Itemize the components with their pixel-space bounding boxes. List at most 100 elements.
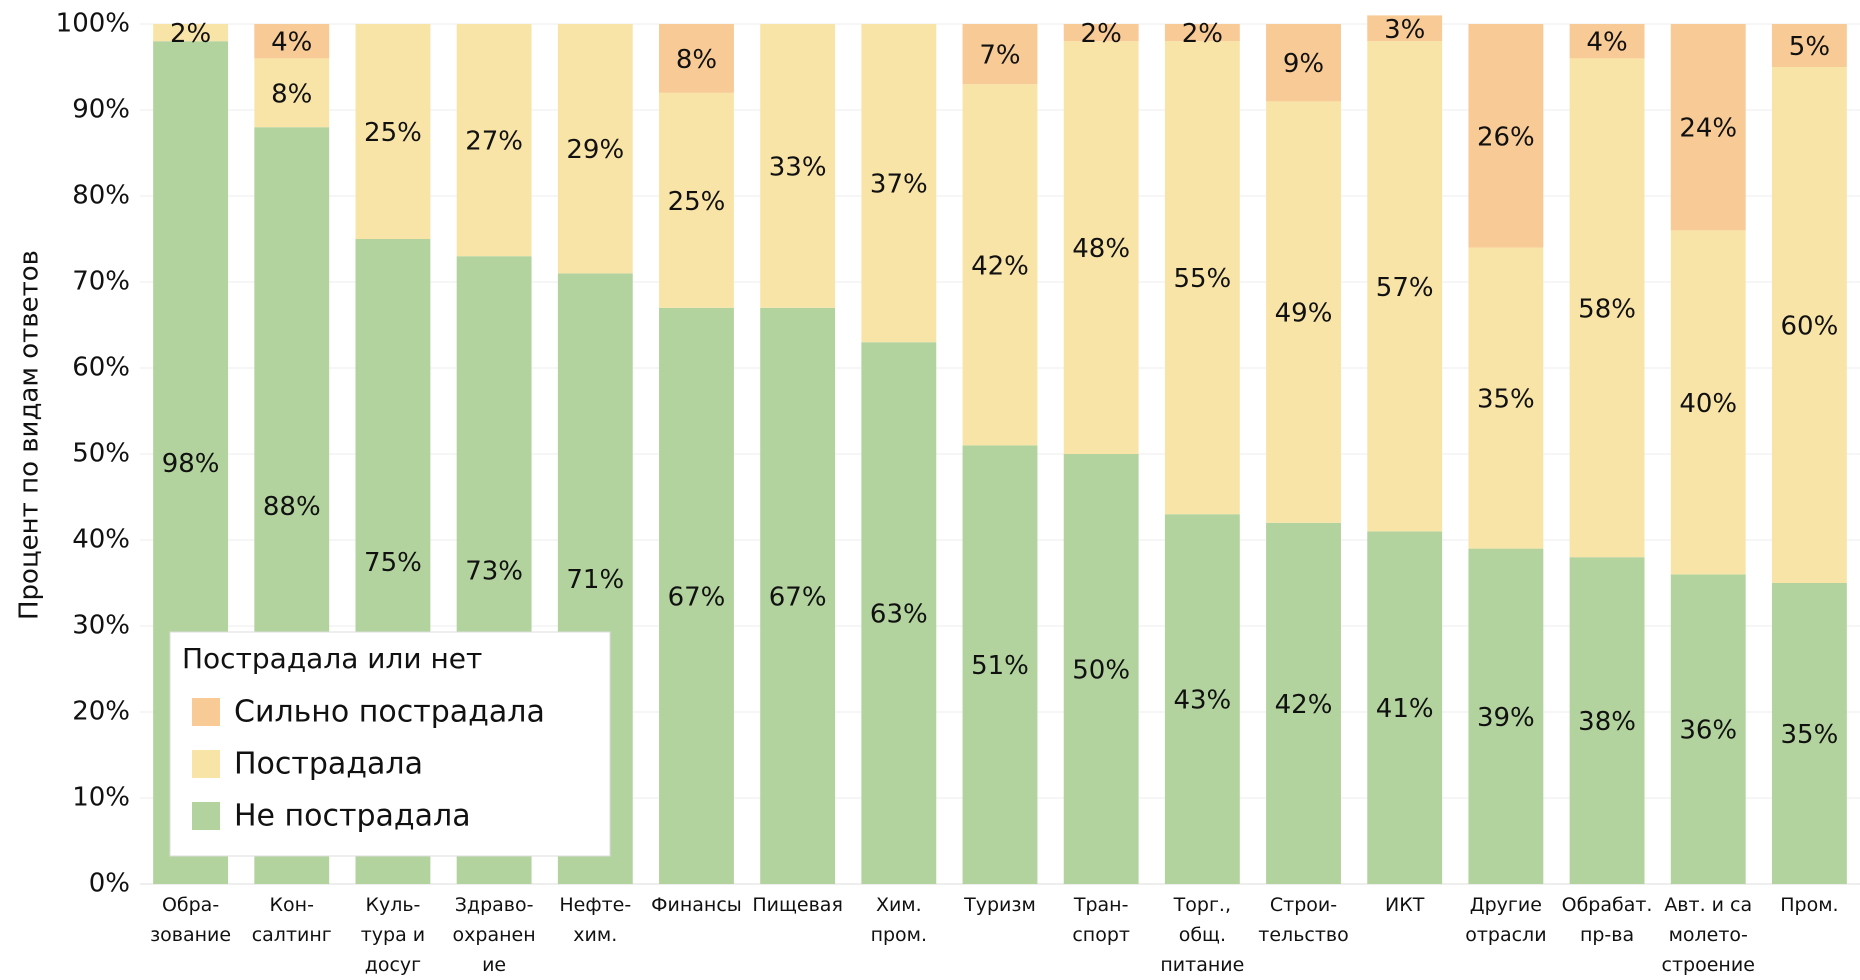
bar-segment xyxy=(1367,41,1443,532)
bar-segment xyxy=(355,24,431,239)
legend: Пострадала или нет Сильно пострадала Постр… xyxy=(169,631,611,857)
y-tick-label: 70% xyxy=(72,267,130,297)
data-label: 98% xyxy=(162,449,220,479)
x-tick-label: Пром. xyxy=(1780,894,1839,916)
legend-box xyxy=(169,631,611,857)
bar-segment xyxy=(254,58,330,128)
y-tick-label: 30% xyxy=(72,611,130,641)
data-label: 5% xyxy=(1789,32,1830,62)
data-label: 36% xyxy=(1679,716,1737,746)
data-label: 42% xyxy=(1275,690,1333,720)
data-label: 42% xyxy=(971,251,1029,281)
bar-segment xyxy=(1063,24,1139,42)
data-label: 8% xyxy=(271,79,312,109)
x-tick-label: Обра- зование xyxy=(150,894,232,946)
y-tick-label: 50% xyxy=(72,439,130,469)
bar-segment xyxy=(659,92,734,308)
y-tick-label: 20% xyxy=(72,697,130,727)
bar-segment xyxy=(1569,24,1645,59)
data-label: 71% xyxy=(566,565,624,595)
x-tick-label: Куль- тура и досуг xyxy=(360,894,426,976)
legend-swatch xyxy=(192,698,220,726)
bar-segment xyxy=(1266,101,1341,523)
data-label: 57% xyxy=(1376,273,1434,303)
x-tick-label: Авт. и са молето- строение xyxy=(1661,894,1755,976)
y-tick-label: 40% xyxy=(72,525,130,555)
data-label: 75% xyxy=(364,548,422,578)
x-tick-label: Туризм xyxy=(964,894,1036,916)
bar-segment xyxy=(1063,454,1139,884)
x-tick-label: ИКТ xyxy=(1385,894,1425,916)
bar-segment xyxy=(1367,531,1443,884)
data-label: 25% xyxy=(668,187,726,217)
data-label: 8% xyxy=(676,45,717,75)
bar-segment xyxy=(1468,548,1544,884)
x-tick-label: Торг., общ. питание xyxy=(1160,894,1245,976)
bar-segment xyxy=(659,24,734,93)
data-label: 58% xyxy=(1578,294,1636,324)
bar-segment xyxy=(254,24,330,59)
data-label: 88% xyxy=(263,492,321,522)
bar-segment xyxy=(760,24,836,308)
legend-swatch xyxy=(192,802,220,830)
data-label: 51% xyxy=(971,651,1029,681)
bar-segment xyxy=(1468,24,1544,248)
y-tick-label: 100% xyxy=(56,9,130,39)
data-label: 49% xyxy=(1275,299,1333,329)
legend-swatch xyxy=(192,750,220,778)
data-label: 9% xyxy=(1283,49,1324,79)
bar-segment xyxy=(456,24,532,257)
data-label: 38% xyxy=(1578,707,1636,737)
y-tick-label: 80% xyxy=(72,181,130,211)
data-label: 29% xyxy=(566,135,624,165)
bar-segment xyxy=(962,84,1038,446)
bar-segment xyxy=(1164,514,1240,884)
data-label: 2% xyxy=(1182,19,1223,49)
bar-segment xyxy=(1771,67,1847,583)
data-label: 39% xyxy=(1477,703,1535,733)
data-label: 2% xyxy=(170,19,211,49)
data-label: 7% xyxy=(979,41,1020,71)
y-tick-label: 0% xyxy=(89,869,130,899)
data-label: 35% xyxy=(1477,385,1535,415)
data-label: 48% xyxy=(1072,234,1130,264)
x-tick-label: Другие отрасли xyxy=(1465,894,1547,946)
legend-label: Сильно пострадала xyxy=(234,695,545,730)
bar-segment xyxy=(1367,15,1443,42)
data-label: 40% xyxy=(1679,389,1737,419)
y-tick-label: 90% xyxy=(72,95,130,125)
bar-segment xyxy=(861,24,937,343)
data-label: 63% xyxy=(870,600,928,630)
bar-segment xyxy=(557,24,633,274)
data-label: 55% xyxy=(1173,264,1231,294)
bar-segment xyxy=(1569,58,1645,558)
legend-title: Пострадала или нет xyxy=(182,642,482,675)
bar-segment xyxy=(1670,230,1746,575)
data-label: 25% xyxy=(364,118,422,148)
data-label: 33% xyxy=(769,152,827,182)
bar-segment xyxy=(659,307,734,884)
data-label: 4% xyxy=(271,28,312,58)
data-label: 41% xyxy=(1376,694,1434,724)
x-tick-label: Финансы xyxy=(651,894,742,916)
bar-segment xyxy=(1670,24,1746,231)
data-label: 26% xyxy=(1477,122,1535,152)
y-tick-label: 10% xyxy=(72,783,130,813)
bar-segment xyxy=(861,342,937,884)
data-label: 67% xyxy=(769,582,827,612)
data-label: 27% xyxy=(465,127,523,157)
data-label: 3% xyxy=(1384,15,1425,45)
x-tick-label: Строи- тельство xyxy=(1258,894,1349,946)
x-tick-label: Хим. пром. xyxy=(870,894,928,946)
data-label: 73% xyxy=(465,557,523,587)
legend-label: Пострадала xyxy=(234,747,423,782)
bar-segment xyxy=(1771,583,1847,884)
bar-segment xyxy=(962,24,1038,85)
bar-segment xyxy=(962,445,1038,884)
bar-segment xyxy=(1164,24,1240,42)
y-tick-label: 60% xyxy=(72,353,130,383)
x-tick-label: Пищевая xyxy=(752,894,843,916)
data-label: 37% xyxy=(870,170,928,200)
data-label: 43% xyxy=(1173,686,1231,716)
